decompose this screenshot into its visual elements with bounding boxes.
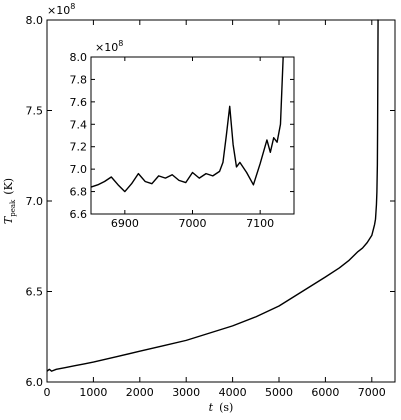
main-y-offset-base: ×10	[47, 4, 70, 17]
main-xtick-label: 4000	[219, 386, 247, 399]
inset-y-offset: ×108	[95, 39, 123, 54]
main-xtick-label: 1000	[79, 386, 107, 399]
main-ytick-label: 7.5	[26, 105, 44, 118]
main-xtick-label: 7000	[358, 386, 386, 399]
inset-xtick-label: 6900	[111, 217, 139, 230]
inset-ytick-label: 6.8	[70, 186, 88, 199]
main-ytick-label: 8.0	[26, 14, 44, 27]
main-y-unit: (K)	[2, 178, 15, 195]
inset-ytick-label: 7.0	[70, 163, 88, 176]
main-x-unit: (s)	[219, 401, 233, 414]
inset-ytick-label: 7.6	[70, 96, 88, 109]
main-ytick-label: 7.0	[26, 195, 44, 208]
main-y-subscript: peak	[9, 199, 17, 217]
main-ytick-label: 6.0	[26, 376, 44, 389]
inset-xtick-label: 7100	[246, 217, 274, 230]
inset-ytick-label: 7.4	[70, 118, 88, 131]
main-xtick-label: 6000	[311, 386, 339, 399]
main-x-axis-label: t (s)	[209, 401, 234, 414]
main-y-axis-label: Tpeak(K)	[2, 178, 17, 224]
inset-y-offset-base: ×10	[95, 41, 118, 54]
inset-background	[91, 57, 294, 214]
main-y-offset: ×108	[47, 2, 75, 17]
inset-y-offset-exp: 8	[118, 39, 123, 48]
inset-ytick-label: 6.6	[70, 208, 88, 221]
main-xtick-label: 0	[44, 386, 51, 399]
inset-chart: 6900 7000 7100 6.6 6.8 7.0 7.2 7.4 7.6 7.8 8.0 ×10…	[70, 39, 295, 230]
inset-ytick-label: 7.2	[70, 141, 88, 154]
main-xtick-label: 3000	[172, 386, 200, 399]
inset-ytick-label: 8.0	[70, 51, 88, 64]
inset-ytick-label: 7.8	[70, 73, 88, 86]
inset-xtick-label: 7000	[179, 217, 207, 230]
main-x-symbol: t	[209, 401, 214, 414]
main-xtick-label: 5000	[265, 386, 293, 399]
main-ytick-label: 6.5	[26, 286, 44, 299]
main-xtick-label: 2000	[126, 386, 154, 399]
main-y-offset-exp: 8	[70, 2, 75, 11]
